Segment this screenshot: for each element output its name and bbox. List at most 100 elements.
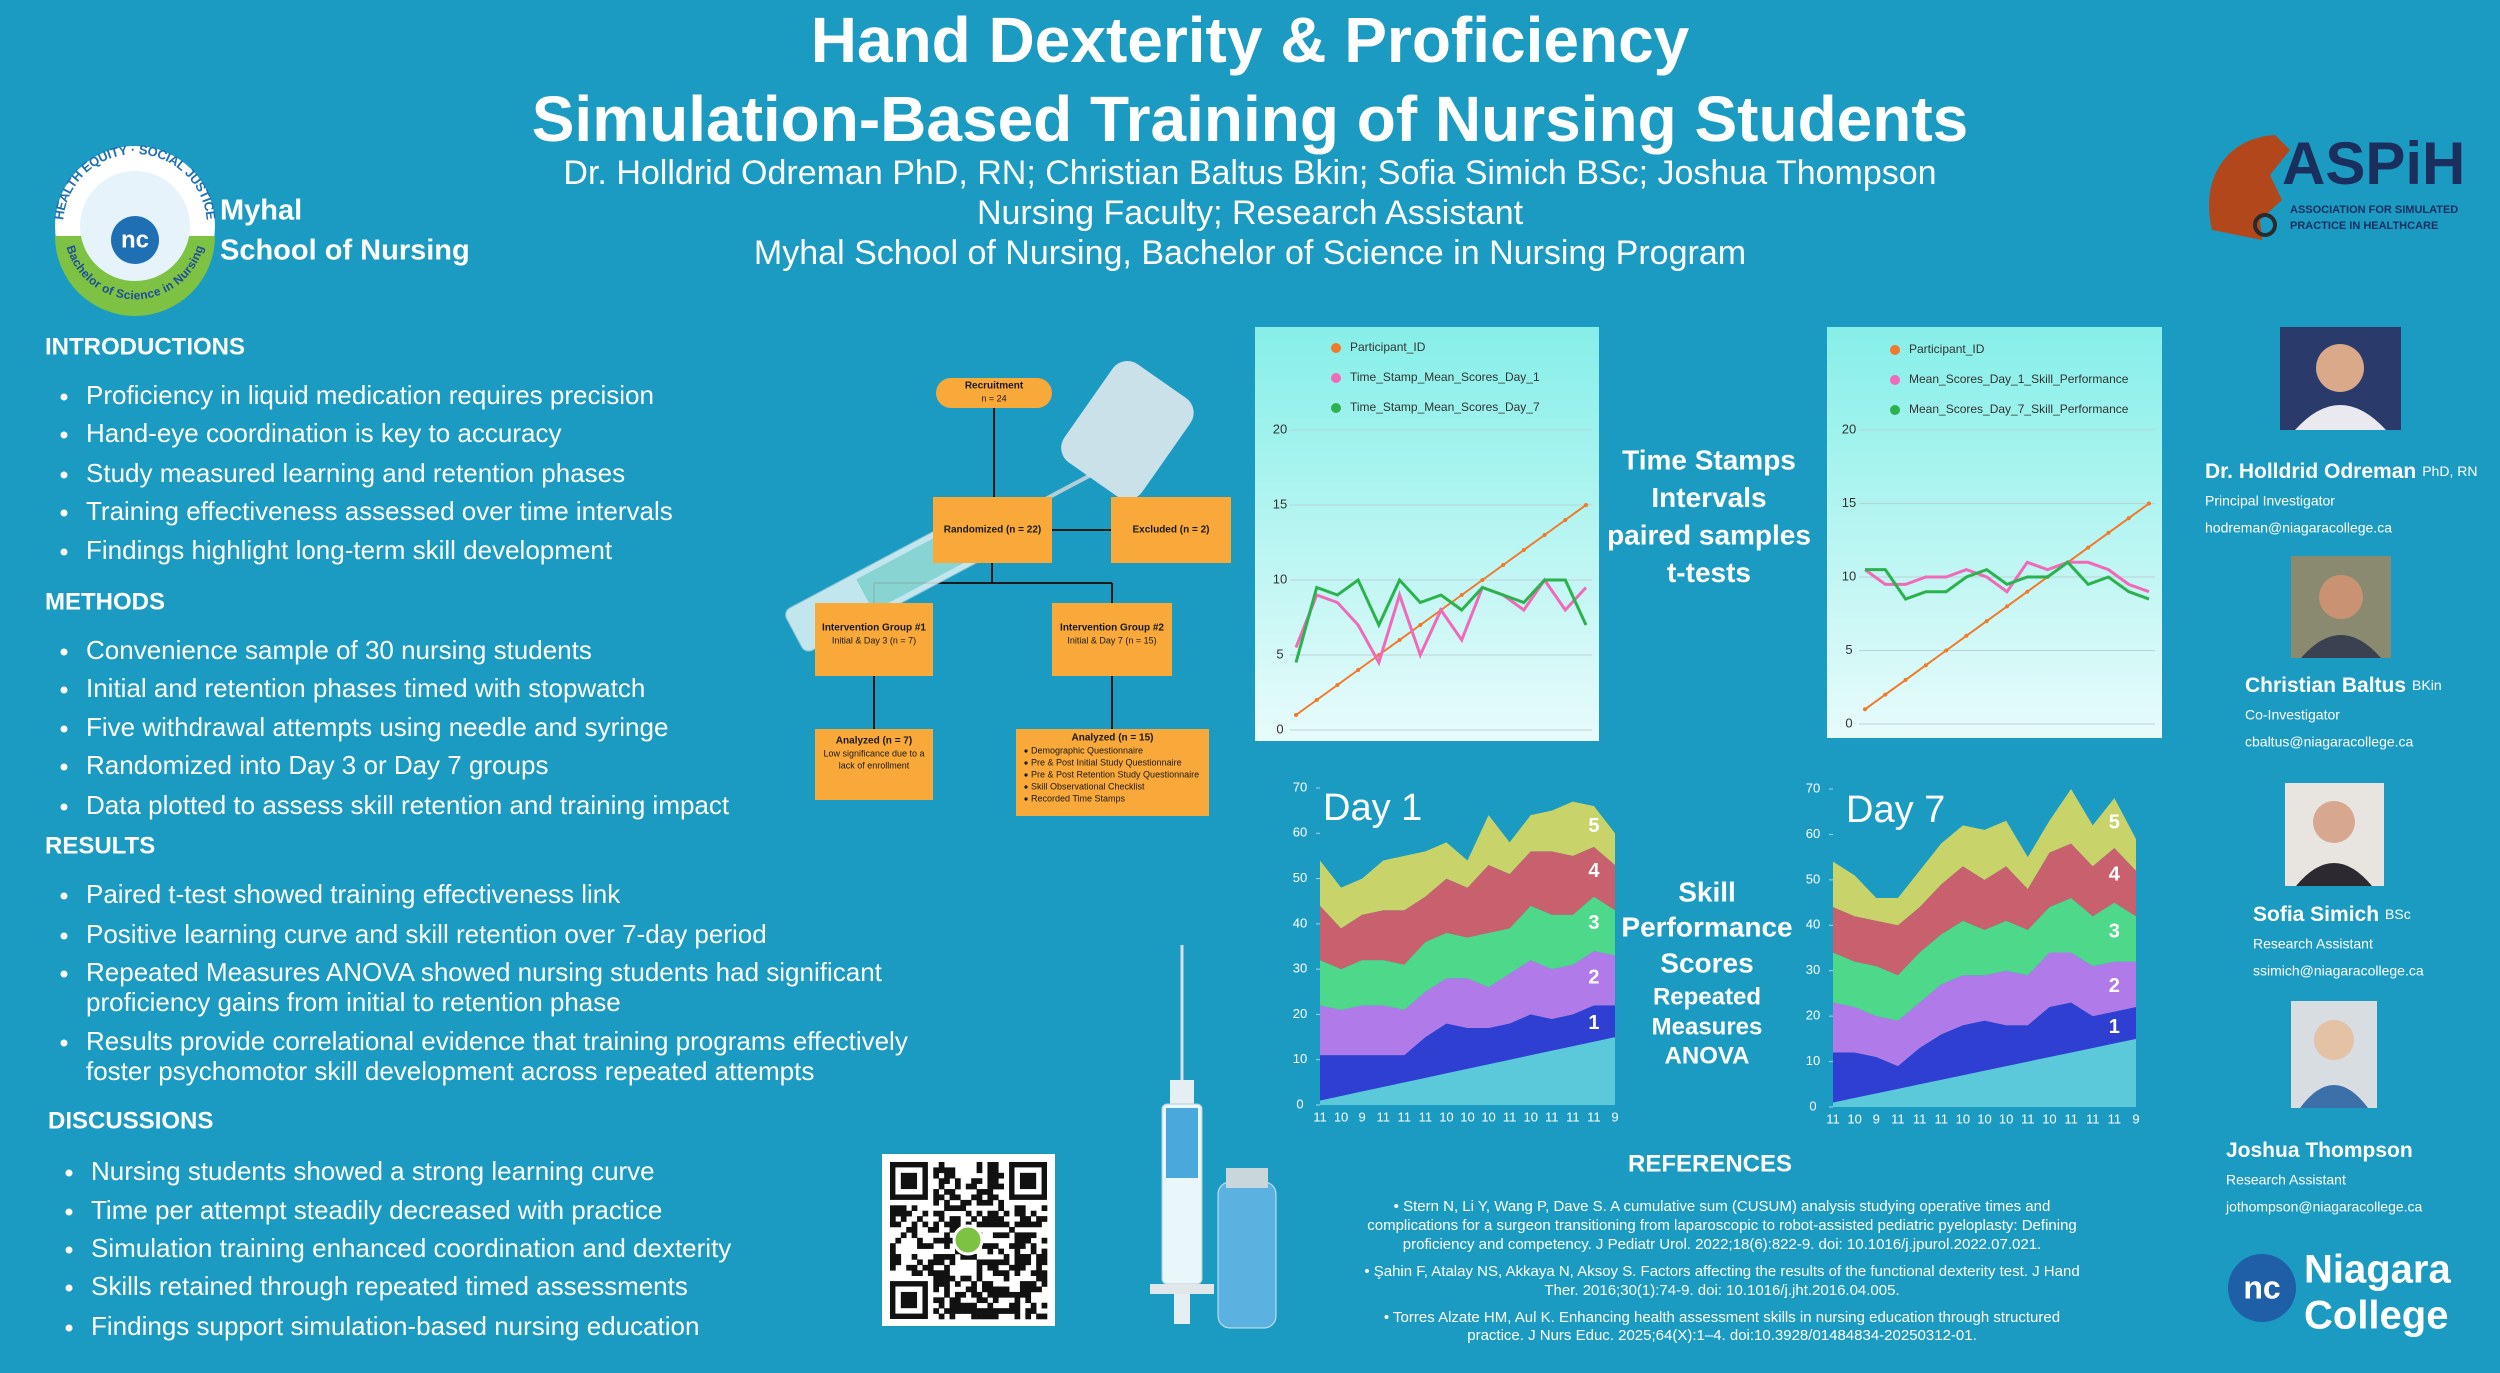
qr-module [965, 1286, 972, 1293]
chart-caption: ANOVA [1665, 1042, 1750, 1069]
qr-module [949, 1254, 956, 1260]
flow-label: Randomized (n = 22) [944, 525, 1042, 536]
qr-module [1003, 1221, 1010, 1228]
qr-module [976, 1210, 983, 1217]
y-tick-label: 10 [1293, 1051, 1307, 1066]
point [1501, 563, 1506, 567]
qr-module [938, 1275, 945, 1282]
qr-finder [900, 1291, 918, 1309]
x-tick-label: 11 [2108, 1111, 2122, 1126]
series-line [1294, 577, 1588, 667]
qr-module [922, 1243, 929, 1249]
qr-module [982, 1259, 988, 1266]
bullet-text: Repeated Measures ANOVA showed nursing s… [86, 957, 883, 987]
qr-module [895, 1259, 902, 1266]
x-tick-label: 11 [1587, 1109, 1601, 1124]
liquid [1166, 1108, 1198, 1178]
member-name: Dr. Holldrid Odreman PhD, RN [2205, 460, 2477, 483]
qr-module [971, 1308, 977, 1314]
school-logo: HEALTH EQUITY · SOCIAL JUSTICE Bachelor … [52, 142, 470, 316]
qr-module [1003, 1210, 1010, 1217]
y-tick-label: 40 [1293, 915, 1307, 930]
bullet-text: Findings highlight long-term skill devel… [86, 535, 613, 565]
qr-module [933, 1270, 940, 1276]
qr-module [992, 1194, 999, 1201]
chart-caption: t-tests [1667, 557, 1751, 588]
qr-module [1014, 1302, 1021, 1309]
series-label: 5 [2109, 811, 2120, 833]
qr-module [987, 1221, 994, 1228]
qr-module [982, 1286, 988, 1293]
bullet [60, 471, 68, 479]
qr-module [911, 1254, 918, 1260]
qr-module [944, 1178, 950, 1184]
qr-module [1014, 1248, 1021, 1255]
chart-caption: Performance [1621, 911, 1792, 942]
legend-marker [1331, 343, 1341, 353]
point [1335, 683, 1340, 687]
qr-module [1009, 1291, 1015, 1298]
flow-label: Intervention Group #2 [1060, 623, 1164, 634]
point [1923, 663, 1928, 668]
qr-module [1030, 1308, 1037, 1314]
x-tick-label: 11 [1398, 1109, 1412, 1124]
qr-module [982, 1308, 988, 1314]
references-heading: REFERENCES [1628, 1150, 1792, 1177]
section-heading: INTRODUCTIONS [45, 333, 245, 360]
area [1320, 801, 1615, 929]
qr-module [1030, 1243, 1037, 1249]
qr-module [1019, 1291, 1026, 1298]
qr-module [971, 1281, 977, 1287]
qr-module [1025, 1281, 1032, 1287]
qr-module [944, 1172, 950, 1179]
qr-module [949, 1216, 956, 1222]
qr-module [965, 1254, 972, 1260]
qr-module [998, 1183, 1004, 1190]
x-tick-label: 10 [1334, 1109, 1348, 1124]
point [1418, 623, 1423, 627]
photo-face [2313, 801, 2355, 843]
point [2086, 545, 2091, 550]
x-tick-label: 11 [1934, 1111, 1948, 1126]
flow-box [933, 497, 1052, 563]
qr-module [890, 1243, 896, 1249]
qr-module [944, 1291, 950, 1298]
y-tick-label: 10 [1273, 571, 1287, 586]
flange [1150, 1284, 1214, 1294]
qr-module [906, 1264, 912, 1271]
x-tick-label: 11 [1313, 1109, 1327, 1124]
y-tick-label: 20 [1842, 421, 1856, 436]
bullet [65, 1324, 73, 1332]
x-tick-label: 11 [1545, 1109, 1559, 1124]
qr-module [987, 1291, 994, 1298]
qr-module [992, 1270, 999, 1276]
qr-module [1025, 1221, 1032, 1228]
qr-module [971, 1302, 977, 1309]
qr-module [1041, 1275, 1048, 1282]
qr-module [1019, 1216, 1026, 1222]
qr-module [933, 1226, 940, 1233]
qr-module [987, 1210, 994, 1217]
qr-module [1019, 1259, 1026, 1266]
qr-module [971, 1286, 977, 1293]
qr-module [976, 1167, 983, 1174]
qr-module [1041, 1270, 1048, 1276]
qr-module [982, 1297, 988, 1304]
qr-module [1014, 1243, 1021, 1249]
qr-module [1003, 1232, 1010, 1239]
point [1294, 713, 1298, 717]
qr-module [992, 1313, 999, 1320]
chart-panel [1255, 327, 1599, 741]
qr-module [965, 1221, 972, 1228]
y-tick-label: 15 [1842, 495, 1856, 510]
point [2025, 589, 2030, 594]
qr-module [1025, 1313, 1032, 1320]
qr-module [900, 1232, 907, 1239]
bullet [65, 1169, 73, 1177]
qr-module [1036, 1313, 1042, 1320]
qr-module [949, 1313, 956, 1320]
bullet-text: Positive learning curve and skill retent… [86, 919, 767, 949]
qr-module [998, 1205, 1004, 1212]
team-photos [2280, 327, 2401, 1108]
